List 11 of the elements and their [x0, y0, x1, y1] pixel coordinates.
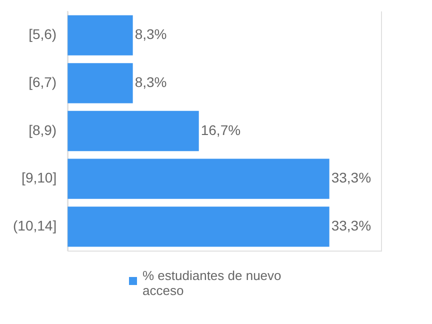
data-label: 16,7%: [200, 122, 241, 138]
y-tick-label: [5,6): [28, 26, 57, 42]
legend-label: % estudiantes de nuevo acceso: [142, 268, 282, 298]
data-label: 8,3%: [134, 26, 167, 42]
data-label: 33,3%: [331, 218, 372, 234]
y-tick-label: [9,10]: [22, 170, 57, 186]
y-tick-label: [6,7): [28, 74, 57, 90]
y-tick-label: (10,14]: [12, 218, 57, 234]
y-tick-label: [8,9): [28, 122, 57, 138]
data-label: 8,3%: [134, 74, 167, 90]
data-label: 33,3%: [331, 170, 372, 186]
